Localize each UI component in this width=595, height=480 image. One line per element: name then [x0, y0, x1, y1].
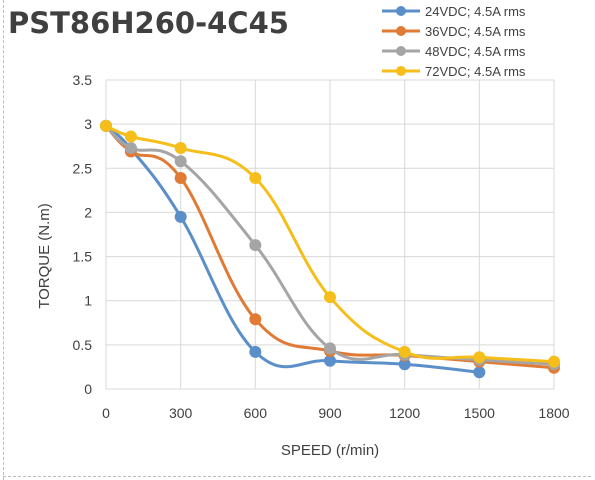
y-tick-label: 1.5 — [73, 249, 93, 265]
legend: 24VDC; 4.5A rms 36VDC; 4.5A rms 48VDC; 4.5… — [382, 4, 526, 79]
chart-title: PST86H260-4C45 — [8, 6, 289, 40]
legend-marker — [396, 26, 406, 36]
data-point — [473, 366, 486, 379]
y-tick-label: 2.5 — [73, 160, 93, 176]
data-point — [398, 358, 411, 371]
x-tick-label: 1800 — [538, 405, 569, 421]
series-line — [104, 124, 556, 366]
y-axis-title: TORQUE (N.m) — [36, 203, 53, 309]
y-tick-label: 3.5 — [73, 72, 93, 88]
x-tick-label: 1200 — [389, 405, 420, 421]
legend-entry: 36VDC; 4.5A rms — [425, 24, 526, 39]
data-point — [249, 171, 262, 184]
data-point — [100, 119, 112, 132]
legend-entry: 48VDC; 4.5A rms — [425, 44, 526, 59]
y-tick-label: 3 — [84, 116, 92, 132]
data-point — [473, 351, 486, 364]
data-point — [124, 141, 137, 154]
legend-marker — [396, 46, 406, 56]
frame-left-border — [3, 0, 4, 480]
data-point — [324, 354, 336, 367]
data-point — [324, 291, 336, 304]
x-tick-label: 300 — [169, 405, 193, 421]
series-line — [104, 124, 481, 374]
tick-label-layer: 0 0.5 1 1.5 2 2.5 3 3.5 0 300 600 900 1200 1500 1800 — [73, 72, 570, 421]
data-point — [249, 239, 262, 252]
y-tick-label: 0 — [84, 381, 92, 397]
y-tick-label: 0.5 — [73, 337, 93, 353]
data-point — [249, 313, 262, 326]
data-point — [174, 155, 187, 168]
x-tick-label: 600 — [244, 405, 268, 421]
x-axis-title: SPEED (r/min) — [281, 442, 379, 459]
x-tick-label: 0 — [102, 405, 110, 421]
data-point — [174, 210, 187, 223]
data-point — [324, 342, 336, 355]
legend-marker — [396, 66, 406, 76]
data-point — [398, 345, 411, 358]
data-point — [548, 355, 560, 368]
legend-entry: 72VDC; 4.5A rms — [425, 64, 526, 79]
frame-bottom-border — [3, 476, 591, 477]
x-tick-label: 900 — [318, 405, 342, 421]
series-4 — [100, 119, 560, 368]
data-point — [124, 130, 137, 143]
data-point — [174, 171, 187, 184]
legend-marker — [396, 6, 406, 16]
legend-entry: 24VDC; 4.5A rms — [425, 4, 526, 19]
data-point — [249, 345, 262, 358]
y-tick-label: 1 — [84, 293, 92, 309]
series-line — [104, 124, 556, 364]
y-tick-label: 2 — [84, 204, 92, 220]
data-point — [174, 141, 187, 154]
series-layer — [100, 119, 560, 379]
x-tick-label: 1500 — [464, 405, 495, 421]
